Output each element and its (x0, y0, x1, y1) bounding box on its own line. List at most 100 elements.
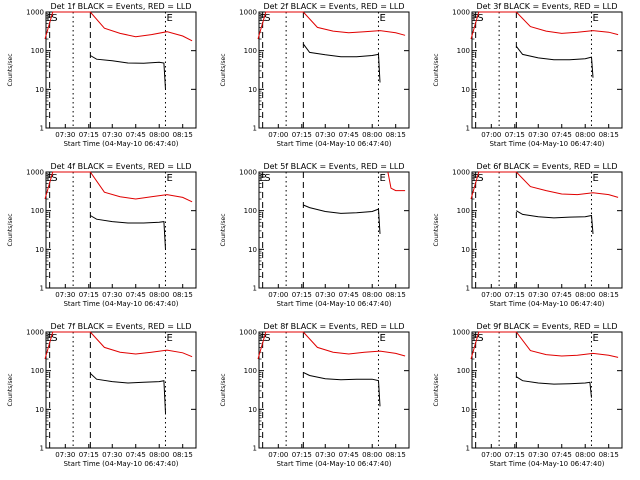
x-tick-label: 07:15 (292, 451, 312, 459)
x-tick-label: 08:00 (362, 451, 382, 459)
y-tick-label: 100 (244, 47, 257, 55)
x-tick-label: 08:15 (599, 291, 619, 299)
y-tick-label: 1 (253, 285, 257, 293)
event-marker: E (473, 13, 479, 24)
y-tick-label: 100 (31, 47, 44, 55)
plot-frame (45, 171, 197, 289)
x-tick-label: 07:45 (126, 131, 146, 139)
y-tick-label: 10 (35, 406, 44, 414)
events-series-line (90, 215, 166, 250)
events-series-line (89, 373, 166, 414)
chart-title: Det 9f BLACK = Events, RED = LLD (476, 322, 617, 331)
event-marker: E (47, 333, 53, 344)
plot-frame (258, 331, 410, 449)
y-tick-label: 1000 (239, 169, 257, 177)
y-axis-label: Counts/sec (220, 53, 227, 86)
x-tick-label: 07:30 (315, 291, 335, 299)
detector-chart: Det 7f BLACK = Events, RED = LLD 1 10 100 10… (7, 322, 197, 468)
detector-panel: Det 4f BLACK = Events, RED = LLD 1 10 100 10… (0, 160, 213, 320)
x-tick-label: 07:00 (268, 451, 288, 459)
event-marker: S (477, 333, 483, 344)
x-tick-label: 08:00 (575, 291, 595, 299)
y-axis-label: Counts/sec (433, 53, 440, 86)
x-tick-label: 08:00 (575, 131, 595, 139)
detector-chart: Det 9f BLACK = Events, RED = LLD 1 10 100 10… (433, 322, 623, 468)
y-axis-label: Counts/sec (7, 373, 14, 406)
x-axis-label: Start Time (04-May-10 06:47:40) (276, 460, 391, 468)
x-tick-label: 08:15 (173, 131, 193, 139)
y-tick-label: 1000 (26, 329, 44, 337)
plot-frame (471, 11, 623, 129)
x-tick-label: 07:45 (552, 291, 572, 299)
y-axis-label: Counts/sec (7, 213, 14, 246)
events-series-line (516, 210, 594, 234)
x-tick-label: 07:45 (552, 131, 572, 139)
events-series-line (515, 45, 594, 78)
event-marker: S (51, 173, 57, 184)
plot-frame (471, 171, 623, 289)
x-tick-label: 07:15 (79, 451, 99, 459)
detector-chart: Det 4f BLACK = Events, RED = LLD 1 10 100 10… (7, 162, 197, 308)
y-tick-label: 10 (35, 86, 44, 94)
y-tick-label: 1000 (452, 169, 470, 177)
x-axis-label: Start Time (04-May-10 06:47:40) (489, 300, 604, 308)
chart-title: Det 3f BLACK = Events, RED = LLD (476, 2, 617, 11)
x-tick-label: 08:15 (386, 451, 406, 459)
x-tick-label: 07:15 (505, 131, 525, 139)
x-tick-label: 08:15 (599, 451, 619, 459)
x-axis-label: Start Time (04-May-10 06:47:40) (489, 140, 604, 148)
lld-series-line (257, 331, 406, 360)
chart-title: Det 7f BLACK = Events, RED = LLD (50, 322, 191, 331)
detector-panel: Det 6f BLACK = Events, RED = LLD 1 10 100 10… (426, 160, 639, 320)
event-marker: E (260, 13, 266, 24)
x-tick-label: 07:00 (268, 131, 288, 139)
y-axis-label: Counts/sec (433, 373, 440, 406)
detector-chart: Det 1f BLACK = Events, RED = LLD 1 10 100 10… (7, 2, 197, 148)
x-tick-label: 07:00 (481, 131, 501, 139)
event-marker: E (47, 13, 53, 24)
x-tick-label: 08:00 (149, 131, 169, 139)
y-axis-label: Counts/sec (220, 213, 227, 246)
x-tick-label: 08:15 (599, 131, 619, 139)
y-tick-label: 100 (457, 207, 470, 215)
y-tick-label: 1 (40, 285, 44, 293)
detector-chart: Det 2f BLACK = Events, RED = LLD 1 10 100 10… (220, 2, 410, 148)
y-axis-label: Counts/sec (220, 373, 227, 406)
x-tick-label: 07:45 (552, 451, 572, 459)
x-axis-label: Start Time (04-May-10 06:47:40) (63, 300, 178, 308)
x-tick-label: 08:00 (149, 291, 169, 299)
event-marker: E (166, 333, 172, 344)
x-tick-label: 07:30 (102, 131, 122, 139)
lld-series-line (257, 11, 406, 40)
event-marker: E (379, 333, 385, 344)
y-tick-label: 100 (31, 367, 44, 375)
x-tick-label: 07:30 (528, 131, 548, 139)
x-tick-label: 07:45 (126, 291, 146, 299)
event-marker: S (51, 13, 57, 24)
x-tick-label: 07:30 (55, 291, 75, 299)
detector-panel: Det 5f BLACK = Events, RED = LLD 1 10 100 10… (213, 160, 426, 320)
x-tick-label: 07:45 (339, 291, 359, 299)
y-tick-label: 10 (461, 246, 470, 254)
chart-title: Det 5f BLACK = Events, RED = LLD (263, 162, 404, 171)
events-series-line (303, 371, 381, 407)
detector-panel: Det 8f BLACK = Events, RED = LLD 1 10 100 10… (213, 320, 426, 480)
lld-series-line (387, 171, 406, 192)
event-marker: E (592, 333, 598, 344)
event-marker: S (264, 173, 270, 184)
x-tick-label: 07:15 (505, 451, 525, 459)
x-tick-label: 08:15 (173, 451, 193, 459)
event-marker: E (592, 173, 598, 184)
y-tick-label: 1000 (26, 169, 44, 177)
y-tick-label: 1 (466, 445, 470, 453)
x-axis-label: Start Time (04-May-10 06:47:40) (489, 460, 604, 468)
x-tick-label: 08:00 (149, 451, 169, 459)
detector-chart: Det 5f BLACK = Events, RED = LLD 1 10 100 10… (220, 162, 410, 308)
lld-series-line (44, 331, 193, 360)
x-tick-label: 07:15 (505, 291, 525, 299)
detector-chart: Det 6f BLACK = Events, RED = LLD 1 10 100 10… (433, 162, 623, 308)
x-tick-label: 07:00 (268, 291, 288, 299)
y-tick-label: 1000 (452, 9, 470, 17)
x-tick-label: 07:45 (126, 451, 146, 459)
chart-title: Det 6f BLACK = Events, RED = LLD (476, 162, 617, 171)
